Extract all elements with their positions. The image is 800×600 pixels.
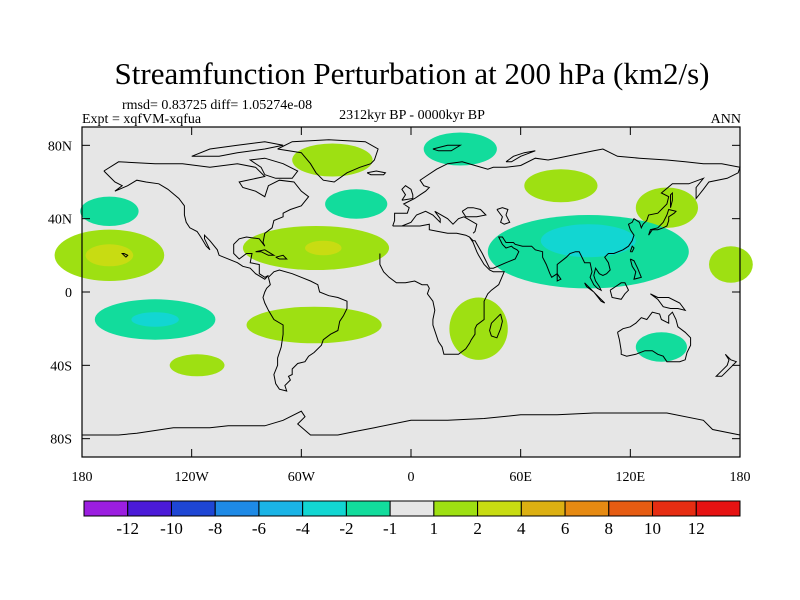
x-axis: 180 120W 60W 0 60E 120E 180: [72, 127, 751, 485]
anomaly-region-16: [169, 354, 225, 377]
x-tick-label-1: 120W: [175, 470, 210, 485]
coastline-new-guinea: [650, 293, 687, 312]
coastline-south-america: [262, 269, 348, 392]
coastline-black-sea: [461, 207, 487, 218]
coastline-sri-lanka: [556, 273, 562, 282]
colorbar-swatch-2: [170, 500, 216, 517]
coastline-novaya-zemlya: [505, 150, 536, 163]
coastline-sakhalin: [670, 191, 673, 208]
chart-title: Streamfunction Perturbation at 200 hPa (…: [115, 56, 710, 91]
anomaly-region-15: [246, 306, 382, 344]
colorbar-swatch-6: [345, 500, 391, 517]
anomaly-region-2: [524, 169, 598, 203]
colorbar-label-13: 12: [688, 519, 705, 538]
colorbar-swatch-4: [258, 500, 304, 517]
stats-text: rmsd= 0.83725 diff= 1.05274e-08: [122, 98, 312, 113]
x-tick-label-3: 0: [408, 470, 415, 485]
map-area: 180 120W 60W 0 60E 120E 180 80N 40N 0 40S 80S: [48, 126, 753, 485]
coastline-baffin-island: [248, 157, 299, 179]
coastline-australia: [617, 311, 692, 363]
colorbar-label-4: -4: [296, 519, 311, 538]
coastline-arctic-islands: [191, 141, 284, 157]
anomaly-region-18: [635, 332, 688, 362]
x-tick-label-0: 180: [72, 470, 93, 485]
coastline-hispaniola: [275, 254, 288, 260]
coastline-new-zealand: [714, 353, 738, 377]
coastline-japan: [648, 208, 677, 236]
anomaly-region-9: [305, 240, 342, 256]
anomaly-region-17: [449, 297, 508, 360]
anomaly-region-7: [85, 244, 134, 267]
colorbar-swatch-14: [695, 500, 741, 517]
x-tick-label-2: 60W: [288, 470, 316, 485]
anomaly-region-1: [292, 143, 373, 177]
coastline-antarctica: [82, 410, 741, 436]
colorbar-swatch-12: [608, 500, 654, 517]
colorbar-label-12: 10: [644, 519, 661, 538]
coastline-eurasia: [392, 148, 741, 292]
coastline-africa: [379, 236, 505, 355]
colorbar-swatch-13: [652, 500, 697, 517]
y-tick-label-4: 80S: [50, 433, 72, 448]
anomaly-region-5: [80, 196, 139, 226]
anomaly-region-0: [423, 132, 497, 166]
colorbar-label-10: 6: [561, 519, 570, 538]
anomaly-region-14: [131, 312, 179, 327]
coastline-philippines: [629, 258, 642, 280]
x-tick-label-5: 120E: [616, 470, 646, 485]
colorbar-swatch-7: [389, 500, 435, 517]
coastline-svalbard: [432, 144, 463, 152]
coastline-mediterranean-north: [401, 210, 478, 234]
colorbar-label-11: 8: [605, 519, 614, 538]
anomaly-region-3: [635, 187, 699, 228]
y-tick-label-2: 0: [65, 286, 72, 301]
coastline-greenland: [277, 139, 379, 183]
colorbar-label-5: -2: [339, 519, 353, 538]
colorbar-swatch-1: [127, 500, 172, 517]
x-tick-label-6: 180: [730, 470, 751, 485]
coastline-borneo: [609, 282, 630, 300]
coastline-cuba: [255, 249, 276, 256]
y-tick-label-1: 40N: [48, 213, 72, 228]
colorbar-label-1: -10: [160, 519, 183, 538]
colorbar-label-8: 2: [473, 519, 482, 538]
coastlines: [82, 139, 741, 436]
anomaly-region-4: [325, 189, 388, 219]
colorbar: -12 -10 -8 -6 -4 -2 -1 1 2 4 6 8 10 12: [83, 500, 741, 538]
colorbar-label-7: 1: [430, 519, 439, 538]
map-background: [82, 127, 740, 457]
anomaly-region-11: [540, 224, 636, 258]
coastline-iceland: [366, 170, 387, 176]
colorbar-label-9: 4: [517, 519, 526, 538]
colorbar-swatch-0: [83, 500, 129, 517]
colorbar-swatch-8: [433, 500, 479, 517]
colorbar-swatch-3: [214, 500, 260, 517]
colorbar-label-0: -12: [116, 519, 139, 538]
coastline-caspian-sea: [496, 207, 511, 225]
coastline-hainan-taiwan: [629, 245, 635, 253]
period-text: 2312kyr BP - 0000kyr BP: [339, 108, 485, 123]
season-text: ANN: [711, 112, 741, 127]
y-tick-label-3: 40S: [50, 359, 72, 374]
colorbar-label-2: -8: [208, 519, 222, 538]
colorbar-swatch-5: [302, 500, 347, 517]
colorbar-swatch-9: [477, 500, 522, 517]
coastline-madagascar: [489, 313, 503, 339]
colorbar-label-6: -1: [383, 519, 397, 538]
colorbar-swatch-10: [520, 500, 566, 517]
y-axis: 80N 40N 0 40S 80S: [48, 139, 740, 448]
y-tick-label-0: 80N: [48, 139, 72, 154]
coastline-british-isles: [401, 185, 414, 201]
anomaly-region-12: [709, 246, 753, 283]
colorbar-label-3: -6: [252, 519, 266, 538]
colorbar-swatch-11: [564, 500, 610, 517]
x-tick-label-4: 60E: [509, 470, 532, 485]
coastline-hawaii: [120, 253, 129, 258]
coastline-sumatra: [584, 282, 606, 304]
experiment-text: Expt = xqfVM-xqfua: [82, 112, 202, 127]
coastline-north-america: [103, 161, 310, 280]
